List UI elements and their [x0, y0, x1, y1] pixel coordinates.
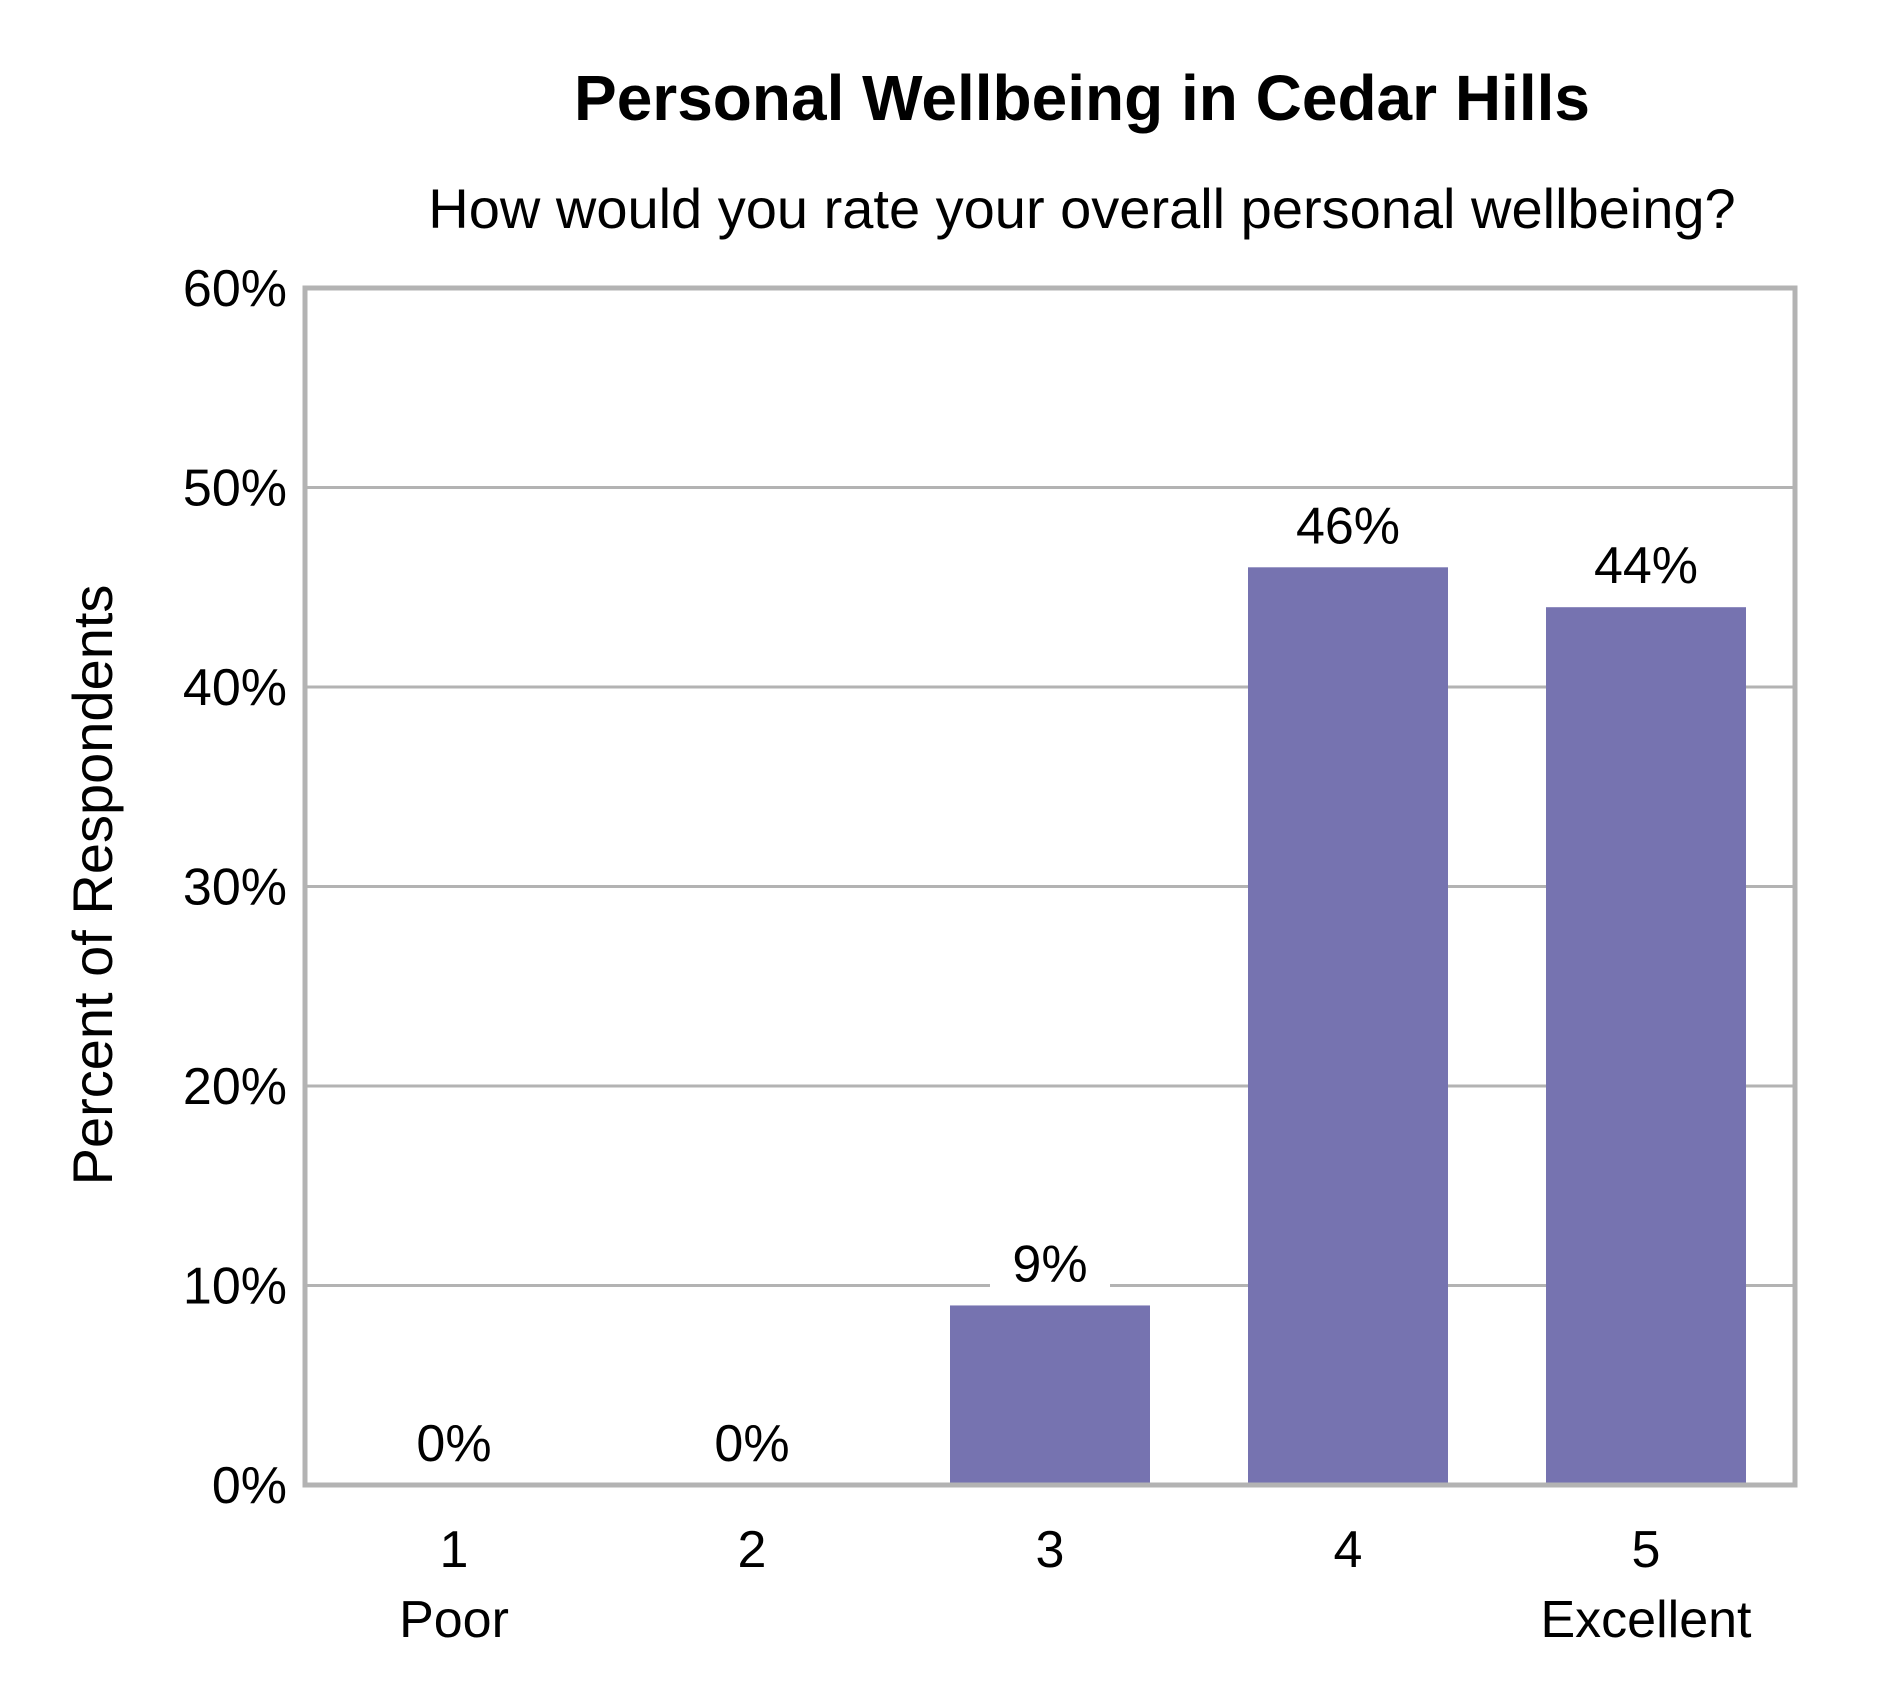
y-tick-label: 20% [183, 1058, 287, 1116]
y-tick-label: 30% [183, 859, 287, 917]
data-label-background [990, 1231, 1110, 1296]
bar [1546, 607, 1746, 1485]
data-label: 0% [416, 1415, 491, 1473]
data-label: 46% [1296, 497, 1400, 555]
data-label-background [394, 1411, 514, 1475]
data-label-background [692, 1411, 812, 1475]
x-tick-sublabel: Excellent [1541, 1591, 1753, 1649]
data-label-background [1288, 493, 1408, 558]
bar [950, 1305, 1150, 1485]
y-tick-label: 50% [183, 460, 287, 518]
x-tick-label: 4 [1334, 1521, 1363, 1579]
y-tick-label: 0% [212, 1457, 287, 1515]
x-tick-label: 1 [440, 1521, 469, 1579]
chart-title: Personal Wellbeing in Cedar Hills [574, 62, 1590, 134]
x-tick-labels: 1 Poor 2 3 4 5 Excellent [399, 1521, 1752, 1649]
x-tick-label: 3 [1036, 1521, 1065, 1579]
x-tick-sublabel: Poor [399, 1591, 509, 1649]
data-label: 9% [1012, 1235, 1087, 1293]
data-labels: 0% 0% 9% 46% 44% [394, 493, 1706, 1475]
y-axis-label: Percent of Respondents [61, 585, 124, 1186]
plot-frame [302, 285, 1798, 1488]
bars [950, 567, 1746, 1485]
plot-border [302, 285, 1798, 1488]
data-label: 0% [714, 1415, 789, 1473]
y-tick-labels: 0% 10% 20% 30% 40% 50% 60% [183, 260, 287, 1515]
data-label: 44% [1594, 537, 1698, 595]
y-tick-label: 60% [183, 260, 287, 318]
y-tick-label: 40% [183, 659, 287, 717]
x-tick-label: 2 [738, 1521, 767, 1579]
chart-subtitle: How would you rate your overall personal… [428, 177, 1735, 240]
y-tick-label: 10% [183, 1258, 287, 1316]
bar [1248, 567, 1448, 1485]
data-label-background [1586, 533, 1706, 598]
x-tick-label: 5 [1632, 1521, 1661, 1579]
